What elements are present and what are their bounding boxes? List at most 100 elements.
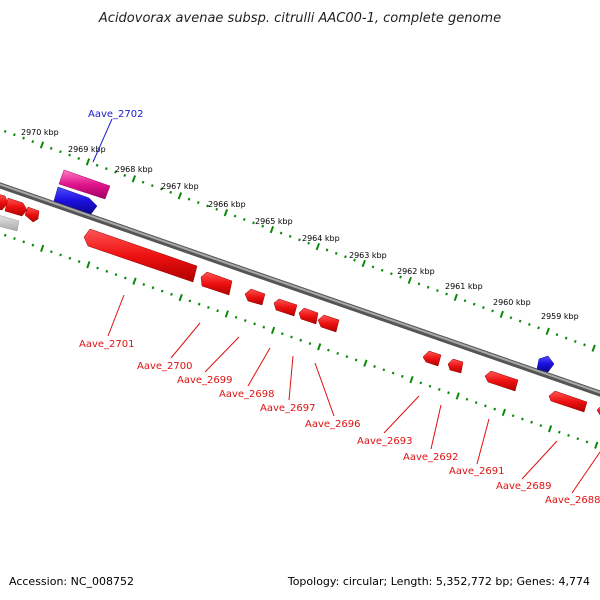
scale-label: 2961 kbp [445, 282, 483, 291]
leader-line [247, 347, 271, 387]
minor-tick [437, 387, 441, 391]
scale-label: 2962 kbp [397, 267, 435, 276]
gene-arrow[interactable] [298, 307, 319, 325]
major-tick [409, 375, 414, 384]
minor-tick [280, 332, 284, 336]
gene-label-reverse[interactable]: Aave_2697 [260, 403, 316, 414]
minor-tick [187, 197, 191, 201]
minor-tick [493, 407, 497, 411]
major-tick [317, 343, 322, 351]
minor-tick [77, 260, 81, 264]
gene-label-reverse[interactable]: Aave_2693 [357, 436, 413, 447]
gene-arrow[interactable] [422, 350, 442, 367]
minor-tick [472, 302, 476, 306]
minor-tick [308, 342, 312, 346]
gene-arrow[interactable] [317, 314, 340, 333]
gene-arrow[interactable] [24, 206, 40, 223]
gene-label-forward[interactable]: Aave_2702 [88, 109, 144, 120]
minor-tick [426, 285, 430, 289]
minor-tick [344, 255, 347, 259]
gene-arrow[interactable] [273, 298, 298, 317]
gene-label-reverse[interactable]: Aave_2689 [496, 481, 552, 492]
minor-tick [169, 190, 173, 194]
gene-label-reverse[interactable]: Aave_2692 [403, 452, 459, 463]
major-tick [131, 175, 137, 183]
gene-arrow[interactable] [484, 370, 519, 392]
minor-tick [170, 292, 173, 296]
major-tick [407, 276, 412, 285]
scale-label: 2963 kbp [349, 251, 387, 260]
minor-tick [354, 358, 358, 362]
genome-backbone [0, 182, 600, 397]
minor-tick [150, 184, 154, 188]
leader-line [521, 440, 558, 480]
scale-label: 2964 kbp [302, 234, 340, 243]
minor-tick [564, 336, 568, 340]
gene-arrow[interactable] [596, 406, 600, 418]
gene-label-reverse[interactable]: Aave_2691 [449, 466, 505, 477]
gene-label-reverse[interactable]: Aave_2701 [79, 339, 135, 350]
minor-tick [382, 368, 386, 372]
gene-label-reverse[interactable]: Aave_2700 [137, 361, 193, 372]
forward-gene-arrow[interactable] [536, 355, 555, 373]
gene-arrow[interactable] [447, 358, 464, 374]
gene-arrow[interactable] [83, 228, 198, 283]
minor-tick [428, 384, 432, 388]
minor-tick [518, 319, 522, 323]
minor-tick [400, 374, 404, 378]
major-tick [269, 226, 275, 234]
major-tick [545, 327, 550, 335]
gene-label-reverse[interactable]: Aave_2699 [177, 375, 233, 386]
gene-arrow-other[interactable] [0, 215, 20, 232]
minor-tick [279, 231, 283, 235]
minor-tick [334, 251, 338, 255]
gene-arrow[interactable] [0, 194, 9, 211]
scale-label: 2969 kbp [68, 145, 106, 154]
rna-gene-bar[interactable] [58, 169, 111, 200]
minor-tick [207, 305, 210, 309]
gene-arrow[interactable] [200, 271, 233, 296]
gene-arrow[interactable] [4, 197, 28, 217]
major-tick [501, 408, 507, 417]
minor-tick [49, 146, 53, 150]
leader-line [383, 395, 420, 434]
minor-tick [114, 273, 118, 277]
label-leader-lines [92, 118, 600, 494]
minor-tick [68, 153, 71, 157]
minor-tick [13, 237, 16, 241]
minor-tick [299, 338, 303, 342]
major-tick [178, 293, 183, 302]
minor-tick [555, 333, 559, 337]
gene-arrow[interactable] [548, 390, 588, 413]
minor-tick [206, 204, 209, 208]
minor-tick [537, 326, 540, 330]
gene-arrow[interactable] [244, 288, 266, 306]
minor-tick [216, 309, 219, 313]
minor-tick [576, 437, 580, 441]
major-tick [594, 441, 599, 449]
major-tick [453, 293, 458, 302]
minor-tick [474, 401, 478, 405]
minor-tick [123, 173, 127, 177]
minor-tick [583, 343, 586, 347]
minor-tick [585, 440, 589, 444]
minor-tick [22, 136, 25, 140]
minor-tick [390, 272, 393, 276]
major-tick [363, 359, 368, 367]
minor-tick [436, 289, 439, 293]
gene-features [0, 169, 600, 418]
gene-label-reverse[interactable]: Aave_2688 [545, 495, 600, 506]
accession-text: Accession: NC_008752 [9, 575, 134, 588]
gene-label-reverse[interactable]: Aave_2696 [305, 419, 361, 430]
minor-tick [233, 214, 237, 218]
minor-tick [77, 157, 81, 160]
gene-label-reverse[interactable]: Aave_2698 [219, 389, 275, 400]
minor-tick [50, 250, 53, 254]
genome-summary-text: Topology: circular; Length: 5,352,772 bp… [287, 575, 590, 588]
minor-tick [290, 335, 293, 339]
forward-gene-arrow[interactable] [53, 186, 98, 215]
major-tick [85, 158, 91, 166]
minor-tick [447, 391, 450, 395]
